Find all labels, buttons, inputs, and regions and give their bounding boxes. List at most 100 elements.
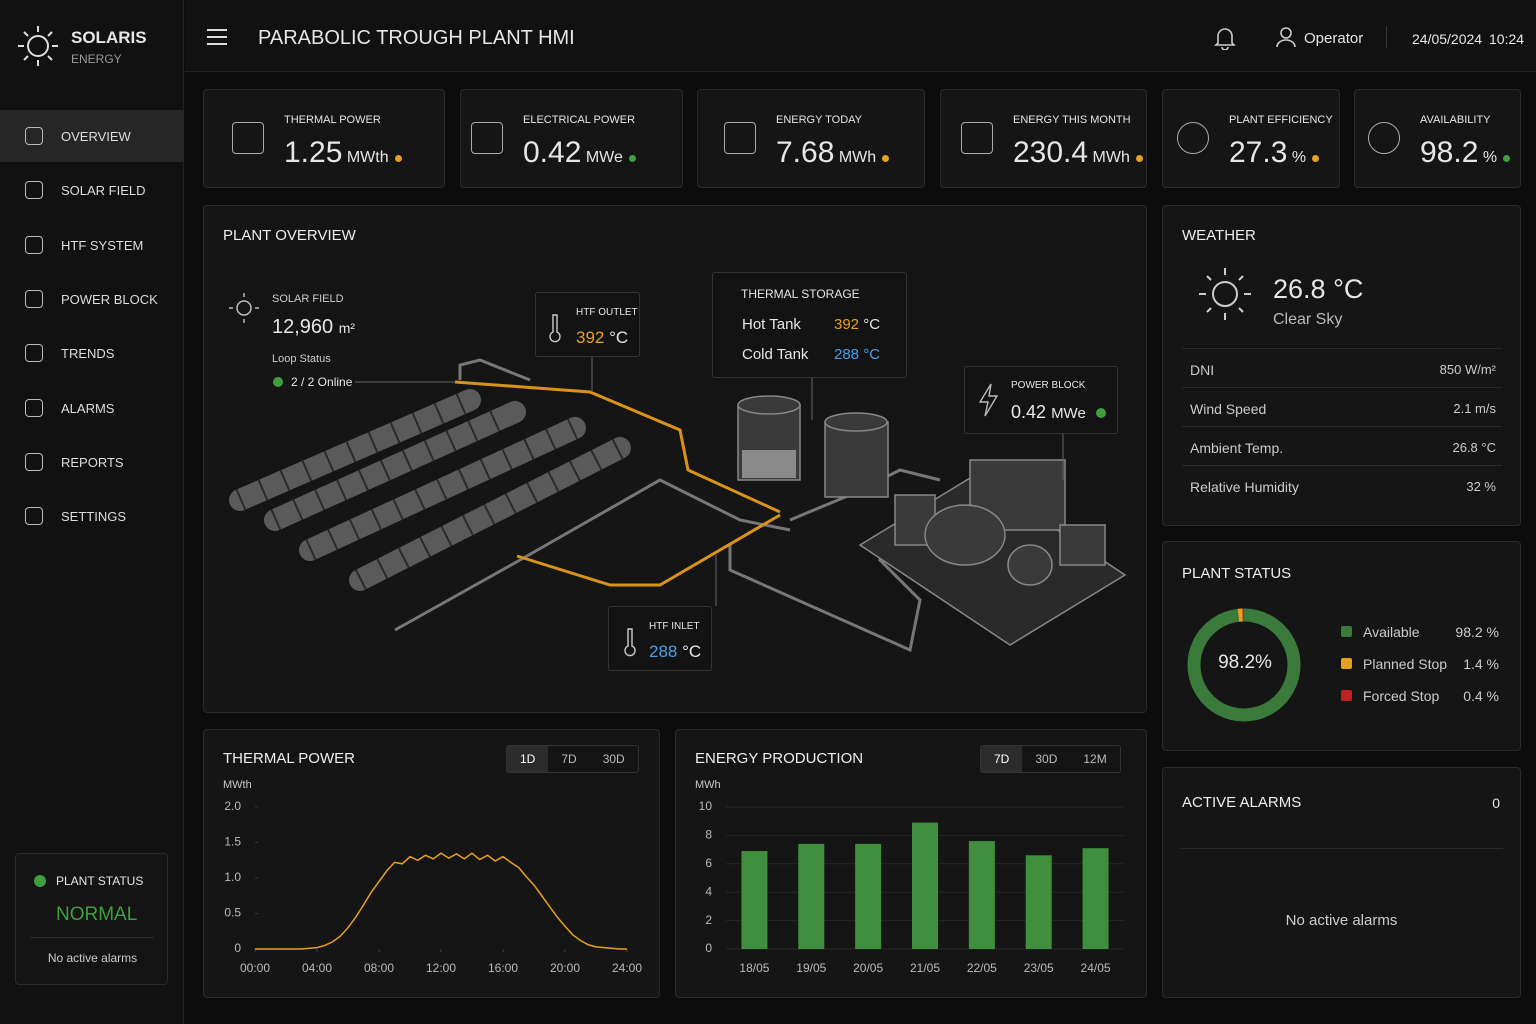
row-value: 392 °C	[834, 316, 880, 333]
divider	[1386, 26, 1387, 48]
nav-label: POWER BLOCK	[61, 291, 158, 307]
panel-title: ENERGY PRODUCTION	[695, 750, 864, 767]
range-button[interactable]: 1D	[507, 746, 549, 772]
x-tick-label: 24/05	[1081, 961, 1111, 975]
value: 392 °C	[576, 328, 628, 348]
donut-segment	[1187, 608, 1301, 722]
thermometer-icon	[549, 314, 561, 343]
bolt-icon	[978, 383, 999, 417]
nav-item[interactable]: POWER BLOCK	[0, 273, 184, 325]
kpi-icon	[961, 122, 993, 154]
label: SOLAR FIELD	[272, 293, 344, 305]
kpi-icon	[724, 122, 756, 154]
bar	[912, 822, 938, 949]
nav-item[interactable]: HTF SYSTEM	[0, 219, 184, 271]
x-tick-label: 24:00	[612, 961, 642, 975]
loop-label: Loop Status	[272, 353, 331, 365]
label: HTF INLET	[649, 621, 700, 632]
kpi-icon	[1177, 122, 1209, 154]
range-button[interactable]: 12M	[1083, 752, 1107, 766]
range-button[interactable]: 7D	[981, 746, 1023, 772]
legend-label: Available	[1363, 624, 1420, 640]
nav-item[interactable]: TRENDS	[0, 327, 184, 379]
value: 0.42 MWe	[1011, 402, 1086, 423]
x-tick-label: 00:00	[240, 961, 270, 975]
loop-value: 2 / 2 Online	[291, 375, 353, 389]
user-name[interactable]: Operator	[1304, 30, 1364, 47]
label: HTF OUTLET	[576, 307, 638, 318]
user-icon[interactable]	[1276, 26, 1296, 48]
status-title: PLANT STATUS	[56, 874, 144, 888]
x-tick-label: 08:00	[364, 961, 394, 975]
kpi-value: 0.42 MWe	[523, 136, 636, 170]
nav-item[interactable]: ALARMS	[0, 382, 184, 434]
legend-value: 98.2 %	[1455, 624, 1499, 640]
brand-name: SOLARIS	[71, 28, 147, 47]
range-buttons: 7D 30D 12M	[980, 745, 1121, 773]
y-tick-label: 0	[234, 941, 241, 955]
panel-title: THERMAL POWER	[223, 750, 355, 767]
row-label: DNI	[1190, 362, 1215, 378]
x-tick-label: 23/05	[1024, 961, 1054, 975]
kpi-label: ENERGY TODAY	[776, 114, 862, 126]
kpi-card: ENERGY TODAY 7.68 MWh	[697, 89, 925, 188]
unit: °C	[863, 316, 881, 333]
legend-swatch	[1341, 690, 1352, 701]
plant-status-panel: PLANT STATUS 98.2% Available 98.2 % Planne…	[1162, 541, 1521, 751]
unit: m²	[338, 320, 356, 336]
range-button[interactable]: 7D	[561, 752, 577, 766]
status-state: NORMAL	[56, 904, 138, 925]
unit: °C	[609, 328, 629, 347]
panel-title: PLANT STATUS	[1182, 565, 1292, 582]
kpi-label: AVAILABILITY	[1420, 114, 1491, 126]
kpi-value: 230.4 MWh	[1013, 136, 1143, 170]
nav-label: OVERVIEW	[61, 129, 131, 144]
row-value: 32 %	[1466, 479, 1496, 494]
y-tick-label: 2.0	[224, 799, 241, 813]
kpi-card: ENERGY THIS MONTH 230.4 MWh	[940, 89, 1147, 188]
x-tick-label: 16:00	[488, 961, 518, 975]
panel-title: PLANT OVERVIEW	[223, 227, 356, 244]
bell-icon[interactable]	[1214, 26, 1236, 50]
temp-unit: °C	[1333, 274, 1364, 304]
row-label: Wind Speed	[1190, 401, 1267, 417]
status-dot	[273, 377, 283, 387]
divider	[30, 937, 154, 938]
line	[255, 852, 627, 950]
range-button[interactable]: 30D	[1035, 752, 1058, 766]
value: 12,960 m²	[272, 316, 355, 339]
donut-center: 98.2%	[1218, 652, 1272, 673]
unit: MWe	[1051, 405, 1086, 422]
legend-row: Available 98.2 %	[1339, 622, 1499, 642]
legend-swatch	[1341, 626, 1352, 637]
kpi-label: ELECTRICAL POWER	[523, 114, 636, 126]
unit: °C	[863, 346, 881, 363]
kpi-card: THERMAL POWER 1.25 MWth	[203, 89, 445, 188]
bar	[1082, 848, 1109, 949]
sidebar: SOLARIS ENERGY PLANT STATUS NORMAL No ac…	[0, 0, 184, 1024]
range-button[interactable]: 30D	[602, 752, 625, 766]
nav-item[interactable]: SETTINGS	[0, 490, 184, 542]
nav-item[interactable]: REPORTS	[0, 436, 184, 488]
kpi-value: 1.25 MWth	[284, 136, 402, 170]
menu-button[interactable]	[207, 28, 227, 46]
nav-icon	[25, 344, 43, 363]
legend-swatch	[1341, 658, 1352, 669]
nav-item[interactable]: OVERVIEW	[0, 110, 184, 162]
row-value: 850 W/m²	[1439, 362, 1496, 377]
y-tick-label: 10	[699, 799, 713, 813]
kpi-card: AVAILABILITY 98.2 %	[1354, 89, 1521, 188]
y-tick-label: 8	[705, 828, 712, 842]
y-tick-label: 0	[705, 941, 712, 955]
date: 24/05/2024	[1412, 31, 1483, 47]
legend-row: Planned Stop 1.4 %	[1339, 654, 1499, 674]
nav-icon	[25, 507, 43, 526]
legend-value: 0.4 %	[1463, 688, 1499, 704]
x-tick-label: 20/05	[853, 961, 883, 975]
y-tick-label: 6	[705, 856, 712, 870]
status-dot	[1312, 155, 1320, 162]
nav-item[interactable]: SOLAR FIELD	[0, 164, 184, 216]
bar	[798, 843, 825, 949]
htf-outlet-box: HTF OUTLET 392 °C	[535, 292, 640, 357]
